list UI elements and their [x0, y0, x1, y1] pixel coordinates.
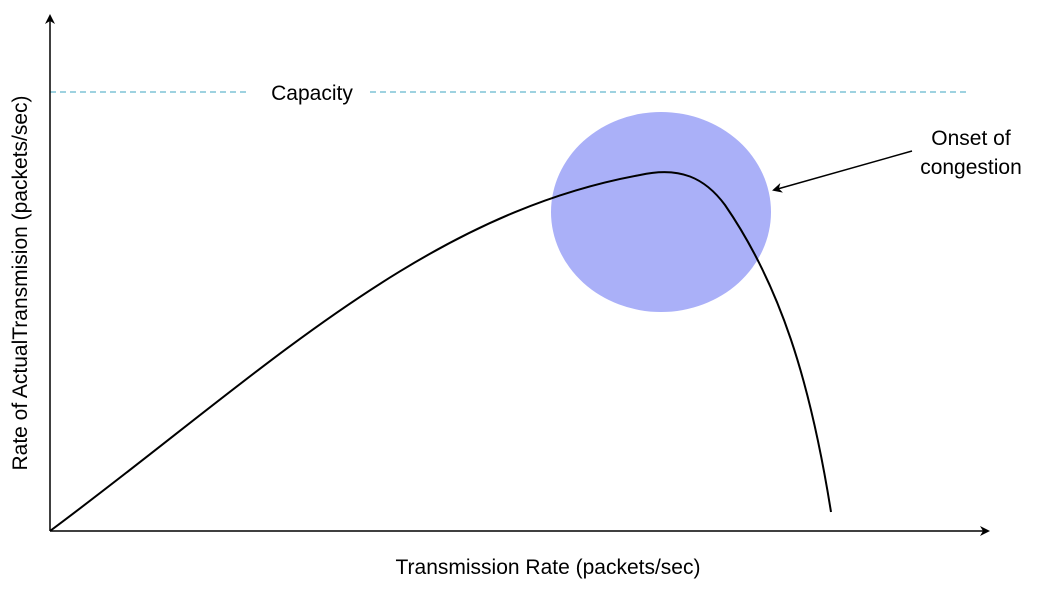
- throughput-curve: [49, 171, 832, 532]
- congestion-region: [551, 112, 771, 312]
- capacity-label: Capacity: [271, 82, 353, 105]
- y-axis-label: Rate of ActualTransmision (packets/sec): [9, 95, 32, 470]
- onset-arrow: [772, 150, 913, 193]
- onset-label-line1: Onset of: [931, 127, 1011, 150]
- onset-label-line2: congestion: [920, 156, 1022, 179]
- x-axis-label: Transmission Rate (packets/sec): [396, 556, 701, 579]
